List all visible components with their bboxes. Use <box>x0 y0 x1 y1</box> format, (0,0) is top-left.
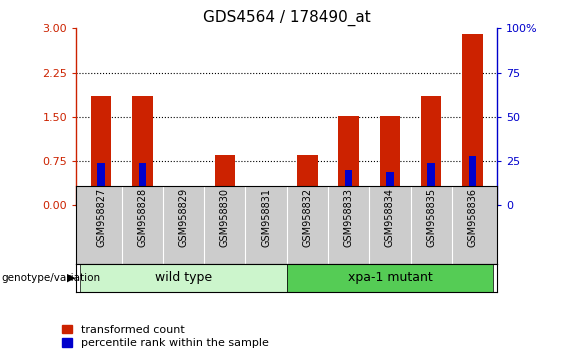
Bar <box>173 204 194 205</box>
Text: GSM958835: GSM958835 <box>426 188 436 247</box>
Bar <box>97 163 105 205</box>
Legend: transformed count, percentile rank within the sample: transformed count, percentile rank withi… <box>62 325 269 348</box>
Bar <box>380 116 400 205</box>
Bar <box>262 204 270 205</box>
Text: GSM958828: GSM958828 <box>137 188 147 247</box>
Text: GSM958830: GSM958830 <box>220 188 230 247</box>
Bar <box>80 264 286 292</box>
Text: xpa-1 mutant: xpa-1 mutant <box>347 272 432 284</box>
Text: GSM958829: GSM958829 <box>179 188 189 247</box>
Bar <box>462 34 483 205</box>
Bar <box>91 96 111 205</box>
Bar <box>221 193 229 205</box>
Bar <box>428 163 435 205</box>
Bar <box>215 155 235 205</box>
Bar <box>287 264 493 292</box>
Text: wild type: wild type <box>155 272 212 284</box>
Bar <box>421 96 441 205</box>
Bar <box>138 163 146 205</box>
Bar <box>180 204 187 205</box>
Text: GSM958827: GSM958827 <box>96 188 106 247</box>
Text: GSM958836: GSM958836 <box>467 188 477 247</box>
Bar <box>338 116 359 205</box>
Bar <box>469 156 476 205</box>
Bar <box>345 170 353 205</box>
Title: GDS4564 / 178490_at: GDS4564 / 178490_at <box>203 9 371 25</box>
Text: GSM958833: GSM958833 <box>344 188 354 247</box>
Bar <box>132 96 153 205</box>
Text: GSM958831: GSM958831 <box>261 188 271 247</box>
Bar <box>303 193 311 205</box>
Text: ▶: ▶ <box>67 273 75 283</box>
Bar <box>297 155 318 205</box>
Text: GSM958832: GSM958832 <box>302 188 312 247</box>
Text: GSM958834: GSM958834 <box>385 188 395 247</box>
Text: genotype/variation: genotype/variation <box>1 273 100 283</box>
Bar <box>386 172 394 205</box>
Bar <box>256 204 276 205</box>
